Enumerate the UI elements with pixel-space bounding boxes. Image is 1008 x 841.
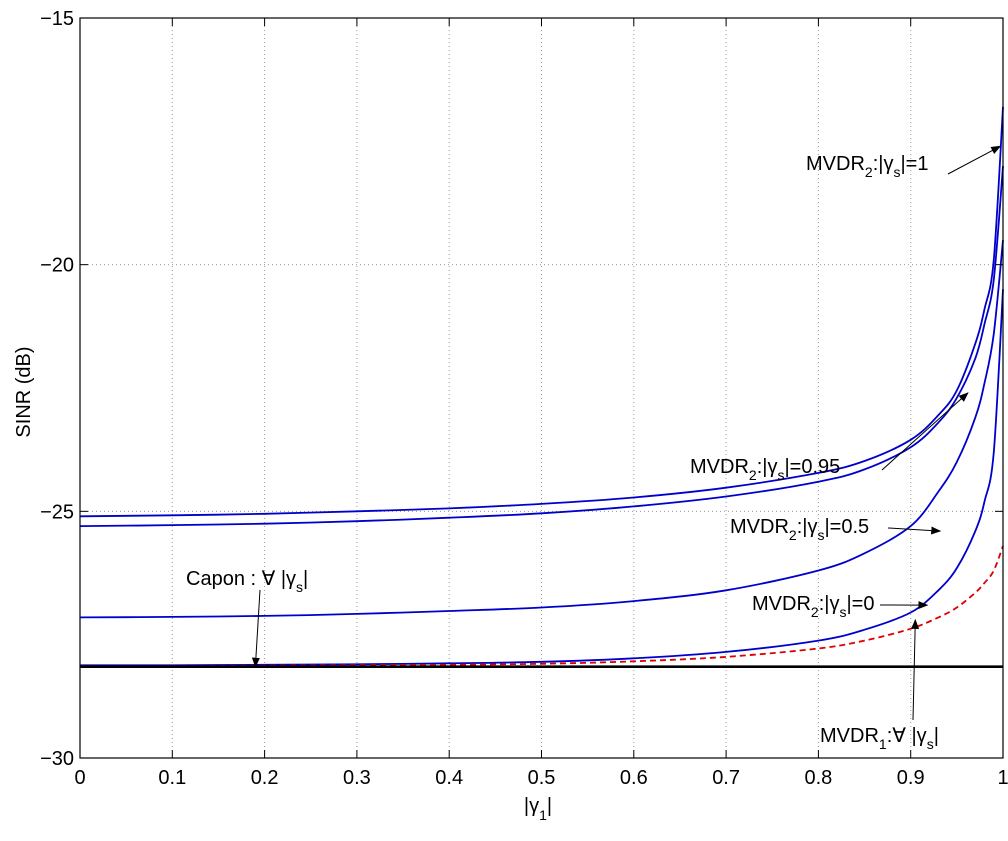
x-tick-label: 0.5 <box>528 767 556 789</box>
x-axis-label: |γ1| <box>524 795 552 823</box>
tick-labels: 0 0.1 0.2 0.3 0.4 0.5 0.6 0.7 0.8 0.9 1 −30 −25 −20 −1… <box>40 8 1008 789</box>
x-tick-label: 0.4 <box>435 767 463 789</box>
annotation-mvdr1: MVDR1:∀ |γs| <box>820 725 939 752</box>
x-tick-label: 1 <box>997 767 1008 789</box>
annotation-mvdr2-g1: MVDR2:|γs|=1 <box>806 153 928 180</box>
annotation-arrows <box>251 145 1002 721</box>
plot-frame <box>79 17 1004 759</box>
x-axis-label-suffix: | <box>547 795 552 817</box>
annotations: MVDR2:|γs|=1 MVDR2:|γs|=0.95 MVDR2:|γs|=… <box>186 153 939 752</box>
y-tick-label: −20 <box>40 255 74 277</box>
arrow-a_g1 <box>947 145 1002 175</box>
annotation-capon: Capon : ∀ |γs| <box>186 568 308 595</box>
series-line-g0 <box>80 289 1004 667</box>
x-tick-label: 0.7 <box>712 767 740 789</box>
x-tick-label: 0.9 <box>897 767 925 789</box>
series-layer <box>79 106 1004 669</box>
y-axis-label: SINR (dB) <box>13 346 35 437</box>
grid <box>80 18 1003 758</box>
axes <box>79 17 1004 759</box>
arrow-a_capon <box>251 589 261 668</box>
y-tick-label: −15 <box>40 8 74 30</box>
series-line-g1 <box>79 106 1004 518</box>
arrow-a_g05 <box>887 526 942 535</box>
y-tick-label: −25 <box>40 501 74 523</box>
annotation-mvdr2-g0: MVDR2:|γs|=0 <box>752 593 874 620</box>
annotation-mvdr2-g095: MVDR2:|γs|=0.95 <box>690 456 840 483</box>
arrow-a_g095 <box>881 392 969 471</box>
x-tick-label: 0.2 <box>251 767 279 789</box>
y-tick-label: −30 <box>40 748 74 770</box>
x-tick-label: 0.8 <box>804 767 832 789</box>
x-tick-label: 0 <box>74 767 85 789</box>
x-tick-label: 0.1 <box>158 767 186 789</box>
x-axis-label-main: |γ <box>524 795 539 817</box>
x-axis-label-sub: 1 <box>539 807 547 823</box>
arrow-a_mvdr1 <box>911 618 920 721</box>
series-line-g05 <box>79 239 1004 619</box>
series-line-g095 <box>79 165 1004 527</box>
x-tick-label: 0.6 <box>620 767 648 789</box>
annotation-mvdr2-g05: MVDR2:|γs|=0.5 <box>730 516 869 543</box>
x-tick-label: 0.3 <box>343 767 371 789</box>
